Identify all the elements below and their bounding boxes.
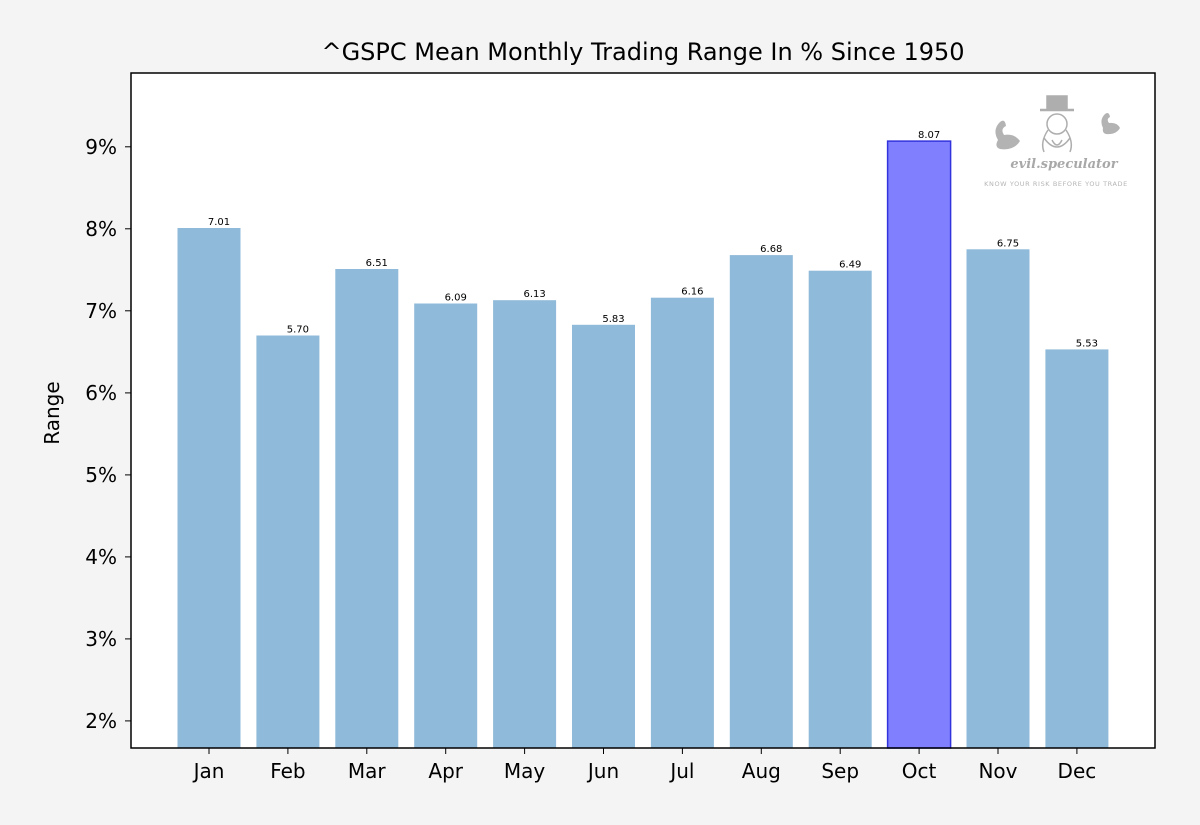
data-label-apr: 6.09 [445,293,467,304]
bar-aug [729,255,793,748]
plot-frame [130,72,1156,749]
y-tick-label-6: 6% [85,381,117,405]
bar-jul [650,297,714,748]
bar-oct [886,140,952,749]
bars-group [177,140,1109,749]
x-tick-label-aug: Aug [742,759,781,783]
x-tick-label-oct: Oct [902,759,937,783]
x-tick-label-nov: Nov [978,759,1017,783]
data-label-sep: 6.49 [839,260,861,271]
y-tick-label-2: 2% [85,709,117,733]
data-label-dec: 5.53 [1076,338,1098,349]
x-tick-label-sep: Sep [821,759,859,783]
bar-may [493,300,557,748]
swan-left-icon [995,120,1020,150]
data-label-jun: 5.83 [602,314,624,325]
x-tick-label-may: May [504,759,546,783]
x-axis-ticks: Jan Feb Mar Apr May Jun Jul Aug Sep Oct Nov Dec [192,748,1097,783]
watermark-logo: evil.speculator KNOW YOUR RISK BEFORE YO… [984,95,1128,188]
y-tick-label-7: 7% [85,299,117,323]
y-tick-label-8: 8% [85,217,117,241]
y-tick-label-3: 3% [85,627,117,651]
bar-jun [572,324,635,748]
data-label-jul: 6.16 [681,287,703,298]
x-tick-label-jul: Jul [668,759,694,783]
bar-dec [1045,349,1109,748]
x-tick-label-apr: Apr [428,759,463,783]
chart-title: ^GSPC Mean Monthly Trading Range In % Si… [321,38,964,66]
bar-mar [335,269,399,748]
data-label-aug: 6.68 [760,244,782,255]
y-tick-label-4: 4% [85,545,117,569]
top-hat-icon [1040,95,1074,153]
data-label-may: 6.13 [523,289,545,300]
y-tick-label-5: 5% [85,463,117,487]
x-tick-label-jan: Jan [192,759,225,783]
data-label-feb: 5.70 [287,325,309,336]
data-label-nov: 6.75 [997,238,1019,249]
x-tick-label-jun: Jun [586,759,619,783]
data-label-oct: 8.07 [918,130,940,141]
data-label-mar: 6.51 [366,258,388,269]
swan-right-icon [1101,113,1120,135]
bar-apr [414,303,478,748]
watermark-tagline: KNOW YOUR RISK BEFORE YOU TRADE [984,180,1128,188]
x-tick-label-mar: Mar [348,759,387,783]
watermark-brand: evil.speculator [1010,157,1118,172]
x-tick-label-feb: Feb [270,759,305,783]
x-tick-label-dec: Dec [1058,759,1097,783]
bar-sep [808,270,872,748]
bar-feb [256,335,320,748]
bar-nov [966,249,1030,749]
data-labels-group: 7.01 5.70 6.51 6.09 6.13 5.83 6.16 6.68 6.49 8.07… [208,130,1098,349]
y-tick-label-9: 9% [85,135,117,159]
data-label-jan: 7.01 [208,217,230,228]
y-axis-label: Range [40,381,64,444]
y-axis-ticks: 2% 3% 4% 5% 6% 7% 8% 9% [85,135,131,733]
bar-jan [177,228,241,748]
